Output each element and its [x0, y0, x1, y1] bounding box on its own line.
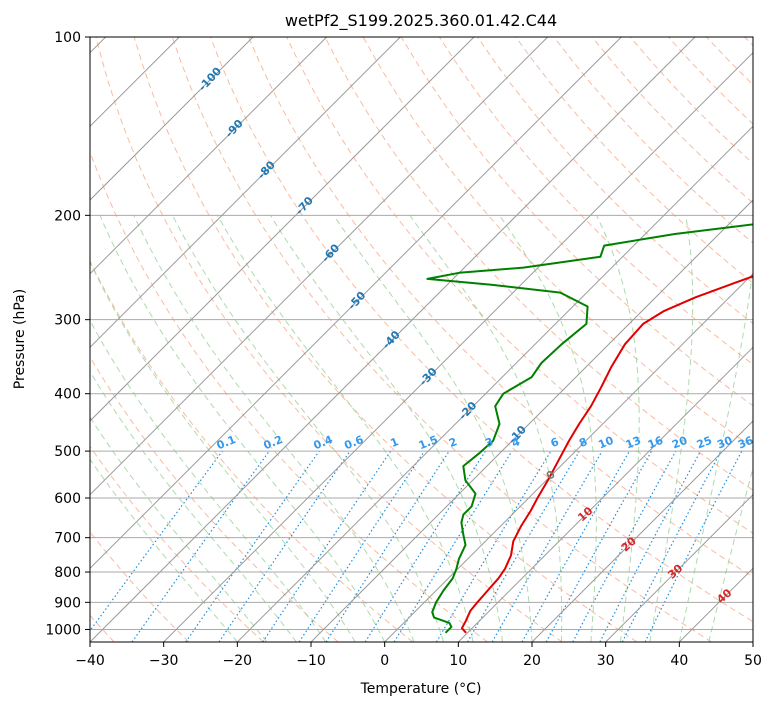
y-tick-label: 1000 [45, 622, 81, 638]
y-tick-label: 900 [54, 595, 81, 611]
moist-adiabats [90, 215, 753, 642]
dry-adiabat-line [133, 37, 638, 642]
y-tick-label: 600 [54, 491, 81, 507]
isobar-gridlines [90, 37, 753, 630]
isotherm-line [90, 37, 549, 496]
mixing-ratio-label: 2 [447, 435, 459, 450]
x-tick-label: 40 [670, 653, 688, 669]
dewpoint-profile [426, 223, 753, 634]
moist-adiabat-line [217, 215, 474, 642]
y-axis-ticks: 100 200 300 400 500 600 700 800 900 1000 [45, 30, 90, 638]
x-tick-label: 20 [523, 653, 541, 669]
isotherm-gridlines [90, 37, 753, 642]
isotherm-line [457, 346, 753, 642]
y-axis-label: Pressure (hPa) [12, 289, 28, 389]
x-tick-label: −30 [149, 653, 179, 669]
dry-adiabats [90, 37, 753, 642]
isotherm-line [531, 420, 753, 642]
moist-adiabat-line [409, 215, 563, 642]
y-tick-label: 500 [54, 444, 81, 460]
sounding-profiles [426, 223, 753, 634]
mixing-ratio-label: 36 [736, 434, 755, 452]
moist-adiabat-line [596, 215, 640, 642]
chart-title-text: wetPf2_S199.2025.360.01.42.C44 [285, 11, 557, 31]
isotherm-line [90, 37, 696, 642]
x-axis-label: Temperature (°C) [360, 681, 482, 697]
mixing-ratio-line [218, 450, 351, 642]
moist-adiabat-line [90, 260, 356, 642]
moist-adiabat-line [172, 215, 445, 642]
y-tick-label: 400 [54, 387, 81, 403]
mixing-ratio-line [644, 450, 743, 642]
mixing-ratio-label: 3 [483, 435, 495, 450]
x-tick-label: −20 [223, 653, 253, 669]
moist-adiabat-line [90, 458, 238, 642]
moist-adiabat-line [333, 215, 533, 642]
dry-adiabat-line [248, 37, 753, 578]
isotherm-line [163, 51, 753, 642]
mixing-ratio-label: 10 [596, 434, 615, 452]
mixing-ratio-line [325, 450, 450, 642]
mixing-ratio-label: 1 [389, 435, 401, 450]
isotherm-line [90, 37, 475, 422]
mixing-ratio-label: 20 [670, 434, 689, 452]
x-tick-label: 30 [597, 653, 615, 669]
moist-adiabat-line [99, 215, 386, 642]
isotherm-line [384, 272, 753, 642]
mixing-ratio-label: 25 [695, 434, 714, 452]
y-tick-label: 200 [54, 208, 81, 224]
mixing-ratio-label: 13 [624, 434, 643, 452]
dry-adiabat-line [515, 37, 753, 284]
y-tick-label: 800 [54, 565, 81, 581]
mixing-ratio-line [185, 450, 320, 642]
y-tick-label: 100 [54, 30, 81, 46]
mixing-ratio-line [545, 450, 653, 642]
dry-adiabat-line [90, 356, 339, 642]
mixing-ratio-label: 16 [646, 434, 665, 452]
isotherm-line [90, 37, 328, 275]
y-tick-label: 700 [54, 531, 81, 547]
temperature-profile [460, 275, 753, 634]
isotherm-line [236, 125, 753, 642]
x-tick-label: 0 [380, 653, 389, 669]
isotherm-line [605, 493, 753, 642]
moist-adiabat-line [90, 319, 327, 642]
dry-adiabat-line [90, 445, 264, 642]
x-tick-label: 50 [744, 653, 762, 669]
y-tick-label: 300 [54, 313, 81, 329]
x-axis-ticks: −40 −30 −20 −10 0 10 20 30 40 50 [75, 642, 762, 669]
x-tick-label: −40 [75, 653, 105, 669]
moist-adiabat-line [90, 370, 297, 642]
x-tick-label: −10 [296, 653, 326, 669]
x-tick-label: 10 [449, 653, 467, 669]
dry-adiabat-line [210, 37, 753, 623]
mixing-ratio-line [262, 450, 392, 642]
mixing-ratio-line [131, 450, 270, 642]
chart-title: wetPf2_S199.2025.360.01.42.C44 [285, 11, 557, 31]
mixing-ratio-line [521, 450, 631, 642]
mixing-ratio-line [90, 450, 223, 632]
moist-adiabat-line [270, 215, 503, 642]
isotherm-line [310, 199, 753, 642]
dry-adiabat-line [90, 259, 414, 642]
isotherm-line [90, 37, 622, 570]
moist-adiabat-line [90, 416, 268, 642]
mixing-ratio-line [393, 450, 513, 642]
isotherm-line [90, 37, 401, 349]
mixing-ratio-line [298, 450, 425, 642]
dry-adiabat-line [95, 37, 563, 642]
mixing-ratio-lines [90, 450, 743, 642]
dry-adiabat-line [171, 37, 712, 642]
moist-adiabat-line [133, 215, 415, 642]
mixing-ratio-label: 30 [715, 434, 734, 452]
plot-area: -100-90-80-70-60-50-40-30-20-100.1 0.2 0.4… [90, 37, 755, 642]
mixing-ratio-line [572, 450, 677, 642]
plot-frame [89, 36, 754, 643]
moist-adiabat-line [649, 215, 694, 642]
mixing-ratio-label: 8 [577, 435, 589, 450]
isotherm-line [90, 37, 254, 201]
moist-adiabat-line [678, 265, 753, 642]
dry-adiabat-line [286, 37, 753, 534]
